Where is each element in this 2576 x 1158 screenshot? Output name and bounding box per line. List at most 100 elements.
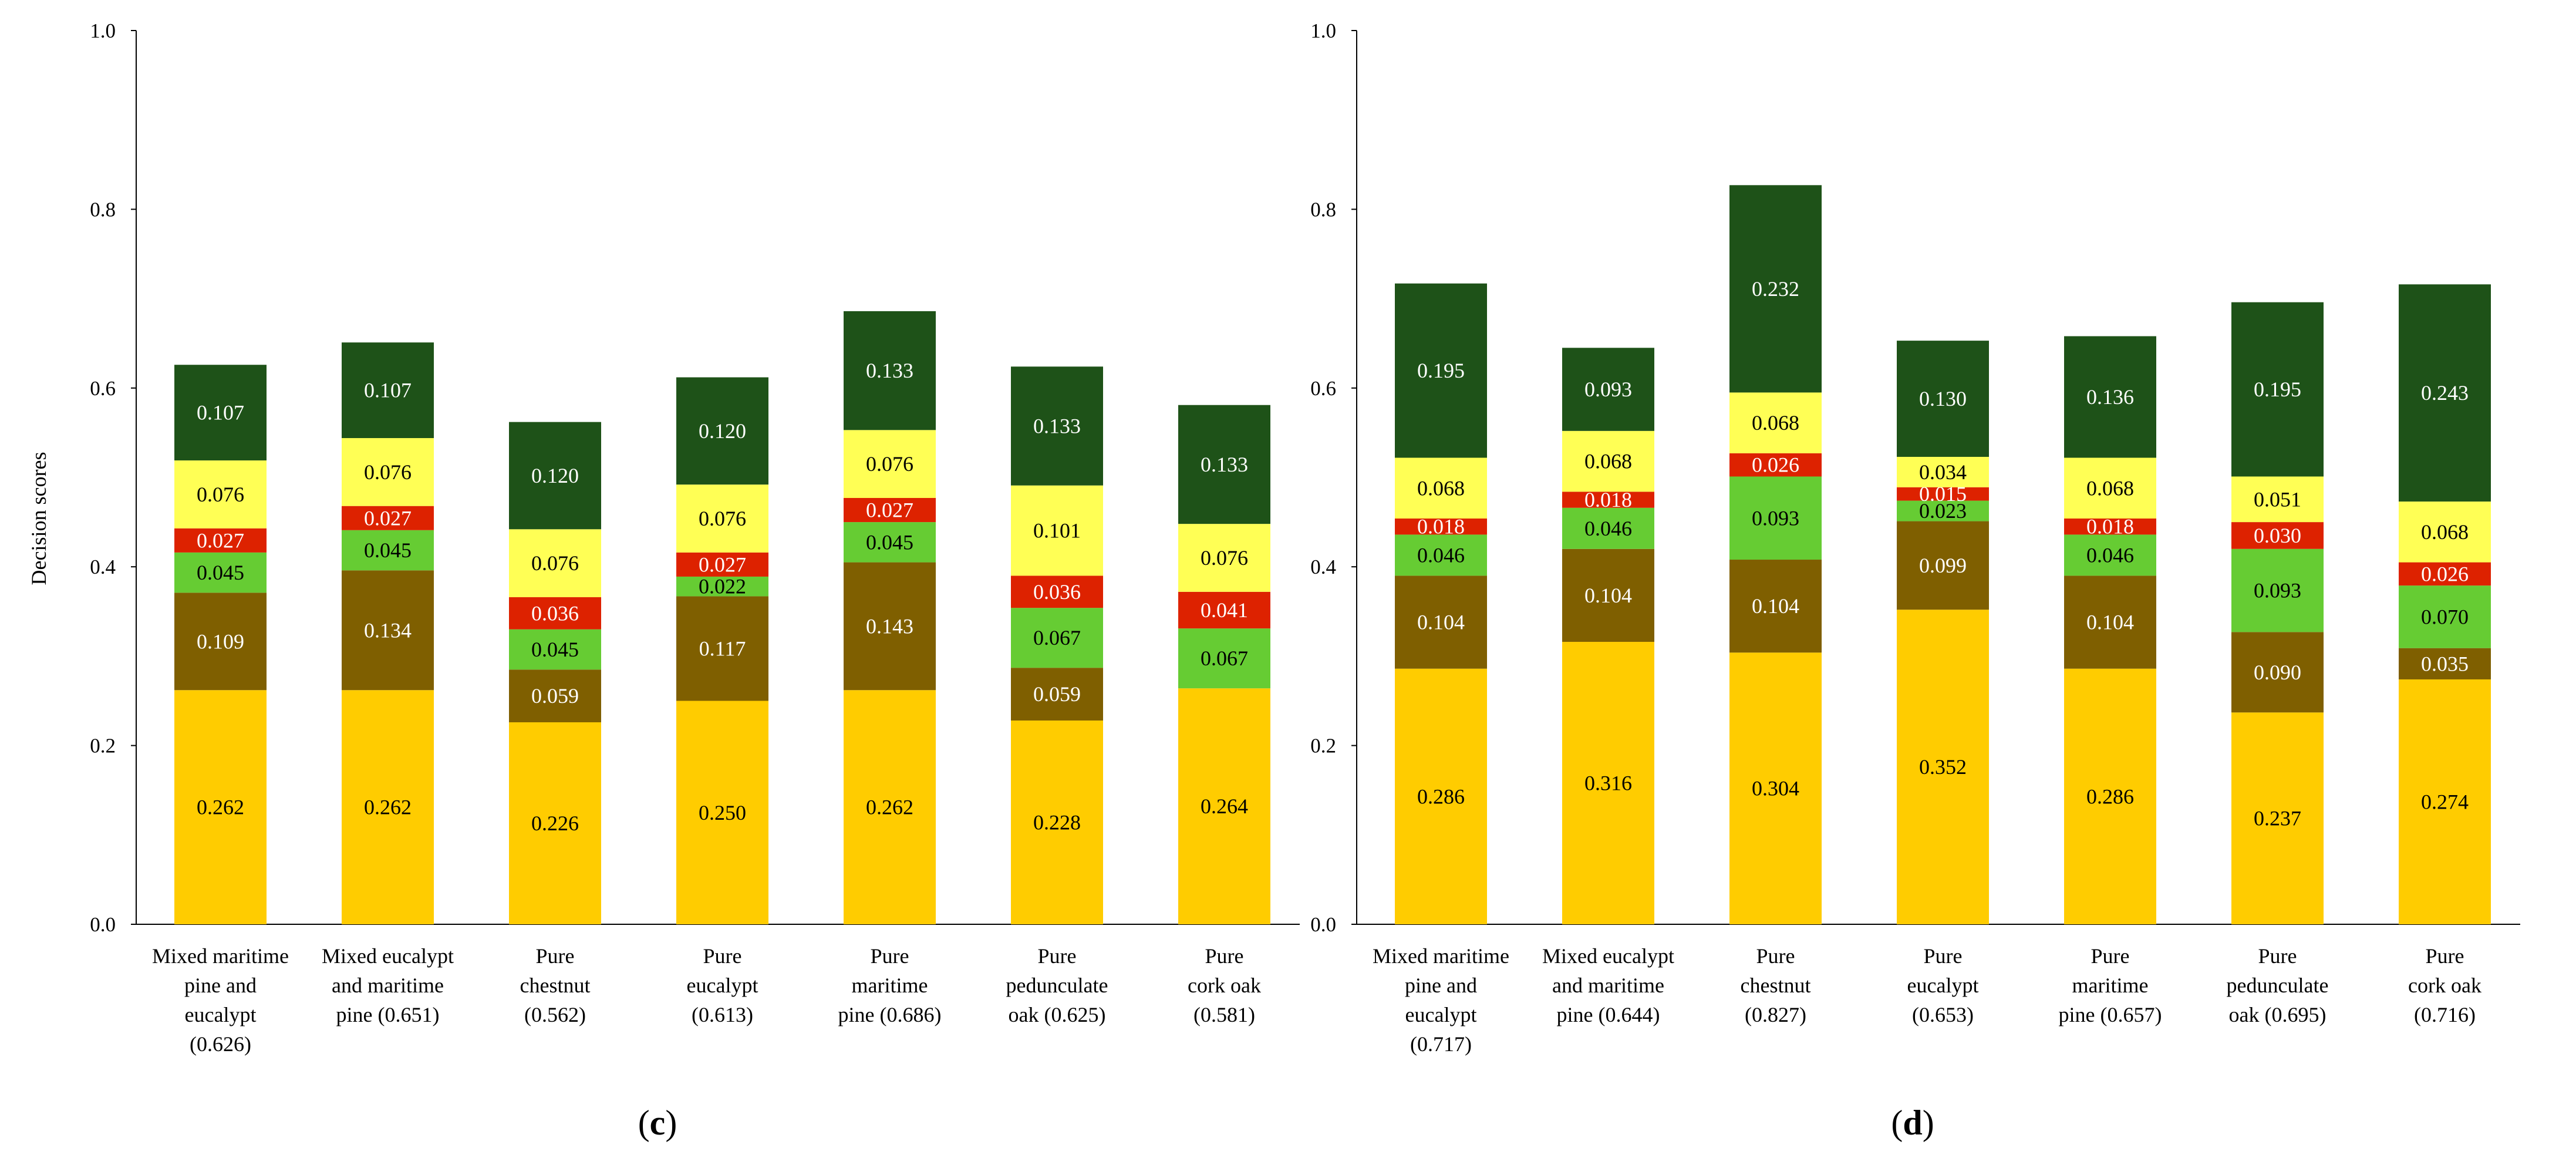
bar-segment <box>1729 476 1822 560</box>
data-label: 0.027 <box>699 553 746 576</box>
data-label: 0.067 <box>1033 626 1081 649</box>
y-tick-label: 0.6 <box>90 377 116 400</box>
x-tick-label: (0.716) <box>2414 1003 2476 1026</box>
data-label: 0.046 <box>1417 543 1465 567</box>
bar-segment <box>2399 679 2491 924</box>
data-label: 0.104 <box>2086 611 2134 634</box>
data-label: 0.027 <box>364 506 412 530</box>
data-label: 0.120 <box>531 464 579 487</box>
x-tick-label: cork oak <box>1188 974 1261 997</box>
x-tick-label: cork oak <box>2408 974 2481 997</box>
bar-segment <box>174 528 267 553</box>
data-label: 0.243 <box>2421 381 2469 405</box>
bar-segment <box>1178 524 1270 592</box>
bar-segment <box>1011 366 1103 486</box>
bar-segment <box>1011 575 1103 608</box>
data-label: 0.143 <box>866 614 913 638</box>
x-tick-label: Pure <box>2426 944 2464 968</box>
bar-segment <box>342 690 434 924</box>
data-label: 0.076 <box>197 483 244 506</box>
bar-segment <box>2231 632 2324 713</box>
bar-segment <box>2064 336 2156 458</box>
data-label: 0.286 <box>2086 785 2134 808</box>
data-label: 0.036 <box>1033 580 1081 604</box>
data-label: 0.107 <box>364 379 412 402</box>
bar-segment <box>676 484 768 553</box>
bar-segment <box>1562 492 1654 508</box>
data-label: 0.026 <box>1752 453 1799 477</box>
bar-segment <box>1178 405 1270 524</box>
bar-segment <box>2064 668 2156 924</box>
data-label: 0.120 <box>699 419 746 443</box>
bar-segment <box>676 552 768 577</box>
data-label: 0.030 <box>2254 524 2301 547</box>
y-tick-label: 0.2 <box>1310 735 1336 758</box>
bar-segment <box>1178 688 1270 924</box>
bar-segment <box>1178 628 1270 689</box>
bar-segment <box>844 430 936 499</box>
bar-segment <box>509 597 601 630</box>
data-label: 0.136 <box>2086 385 2134 409</box>
bar-segment <box>1011 668 1103 721</box>
x-tick-label: eucalypt <box>185 1003 257 1026</box>
data-label: 0.237 <box>2254 807 2301 830</box>
bar-segment <box>1897 456 1989 487</box>
data-label: 0.046 <box>2086 543 2134 567</box>
x-tick-label: Pure <box>1205 944 1244 968</box>
y-tick-label: 1.0 <box>1310 19 1336 42</box>
x-tick-label: pine and <box>1405 974 1477 997</box>
y-tick-label: 0.4 <box>1310 556 1336 578</box>
data-label: 0.130 <box>1919 387 1967 410</box>
bar-segment <box>2231 476 2324 523</box>
bar-segment <box>509 629 601 670</box>
data-label: 0.046 <box>1584 517 1632 540</box>
bar-segment <box>2231 712 2324 924</box>
x-tick-label: and maritime <box>332 974 444 997</box>
x-tick-label: pine (0.644) <box>1557 1003 1660 1026</box>
bar-segment <box>1729 185 1822 393</box>
data-label: 0.090 <box>2254 661 2301 684</box>
data-label: 0.068 <box>1417 476 1465 500</box>
bar-segment <box>1729 652 1822 924</box>
x-tick-label: (0.717) <box>1410 1032 1472 1056</box>
x-tick-label: chestnut <box>520 974 591 997</box>
x-tick-label: pedunculate <box>2227 974 2329 997</box>
bar-segment <box>2399 284 2491 502</box>
data-label: 0.099 <box>1919 554 1967 577</box>
data-label: 0.109 <box>197 630 244 653</box>
data-label: 0.068 <box>2421 520 2469 544</box>
data-label: 0.068 <box>1584 450 1632 473</box>
x-tick-label: pedunculate <box>1006 974 1108 997</box>
chart-panel-c: 0.0 0.2 0.4 0.6 0.8 1.0 Decision scores 0.262 0.… <box>27 19 1300 1142</box>
bar-segment <box>676 701 768 924</box>
y-tick-label: 0.0 <box>1310 913 1336 936</box>
bar-segment <box>2064 575 2156 669</box>
data-label: 0.264 <box>1201 795 1248 818</box>
bar-segment <box>1562 507 1654 549</box>
x-tick-label: eucalypt <box>1405 1003 1477 1026</box>
bar-segment <box>1395 519 1487 535</box>
bar-segment <box>174 593 267 691</box>
x-tick-label: chestnut <box>1741 974 1811 997</box>
data-label: 0.228 <box>1033 810 1081 834</box>
data-label: 0.195 <box>1417 359 1465 382</box>
x-tick-label: Pure <box>2091 944 2130 968</box>
x-tick-label: pine (0.657) <box>2059 1003 2162 1026</box>
data-label: 0.036 <box>531 601 579 625</box>
data-label: 0.262 <box>364 796 412 819</box>
data-label: 0.045 <box>531 638 579 661</box>
bar-segment <box>1562 642 1654 924</box>
data-label: 0.035 <box>2421 652 2469 675</box>
data-label: 0.022 <box>699 575 746 598</box>
data-label: 0.076 <box>531 551 579 575</box>
bar-segment <box>844 562 936 691</box>
data-label: 0.018 <box>1584 488 1632 511</box>
bar-segment <box>342 530 434 571</box>
bar-segment <box>1395 283 1487 458</box>
x-tick-label: pine (0.686) <box>838 1003 942 1026</box>
data-label: 0.286 <box>1417 785 1465 808</box>
bar-segment <box>676 576 768 597</box>
bar-segment <box>2399 562 2491 586</box>
bar-segment <box>1011 608 1103 668</box>
